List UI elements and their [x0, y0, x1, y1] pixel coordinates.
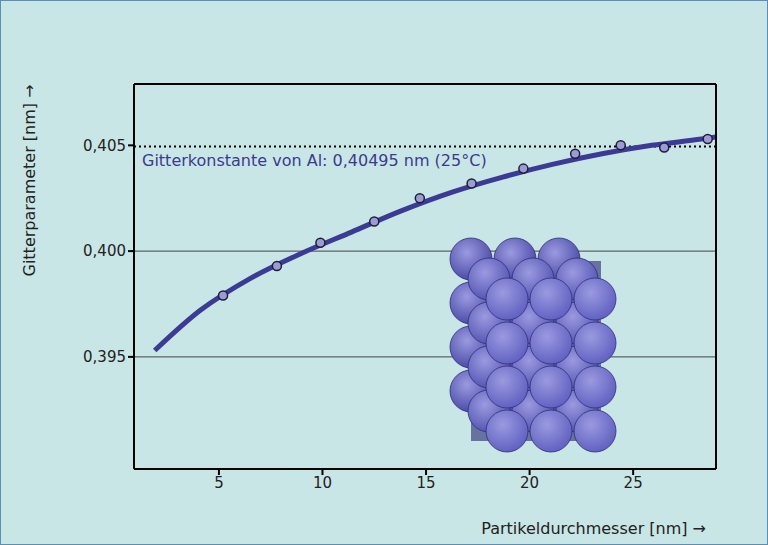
- svg-text:0,395: 0,395: [83, 348, 126, 366]
- svg-text:20: 20: [520, 474, 539, 492]
- svg-text:Gitterkonstante von Al: 0,4049: Gitterkonstante von Al: 0,40495 nm (25°C…: [142, 151, 487, 170]
- svg-text:5: 5: [214, 474, 224, 492]
- svg-text:0,405: 0,405: [83, 137, 126, 155]
- svg-text:0,400: 0,400: [83, 242, 126, 260]
- svg-text:Gitterparameter [nm] →: Gitterparameter [nm] →: [20, 84, 39, 276]
- svg-text:10: 10: [313, 474, 332, 492]
- svg-text:25: 25: [624, 474, 643, 492]
- svg-text:Partikeldurchmesser [nm] →: Partikeldurchmesser [nm] →: [481, 519, 706, 538]
- svg-text:15: 15: [416, 474, 435, 492]
